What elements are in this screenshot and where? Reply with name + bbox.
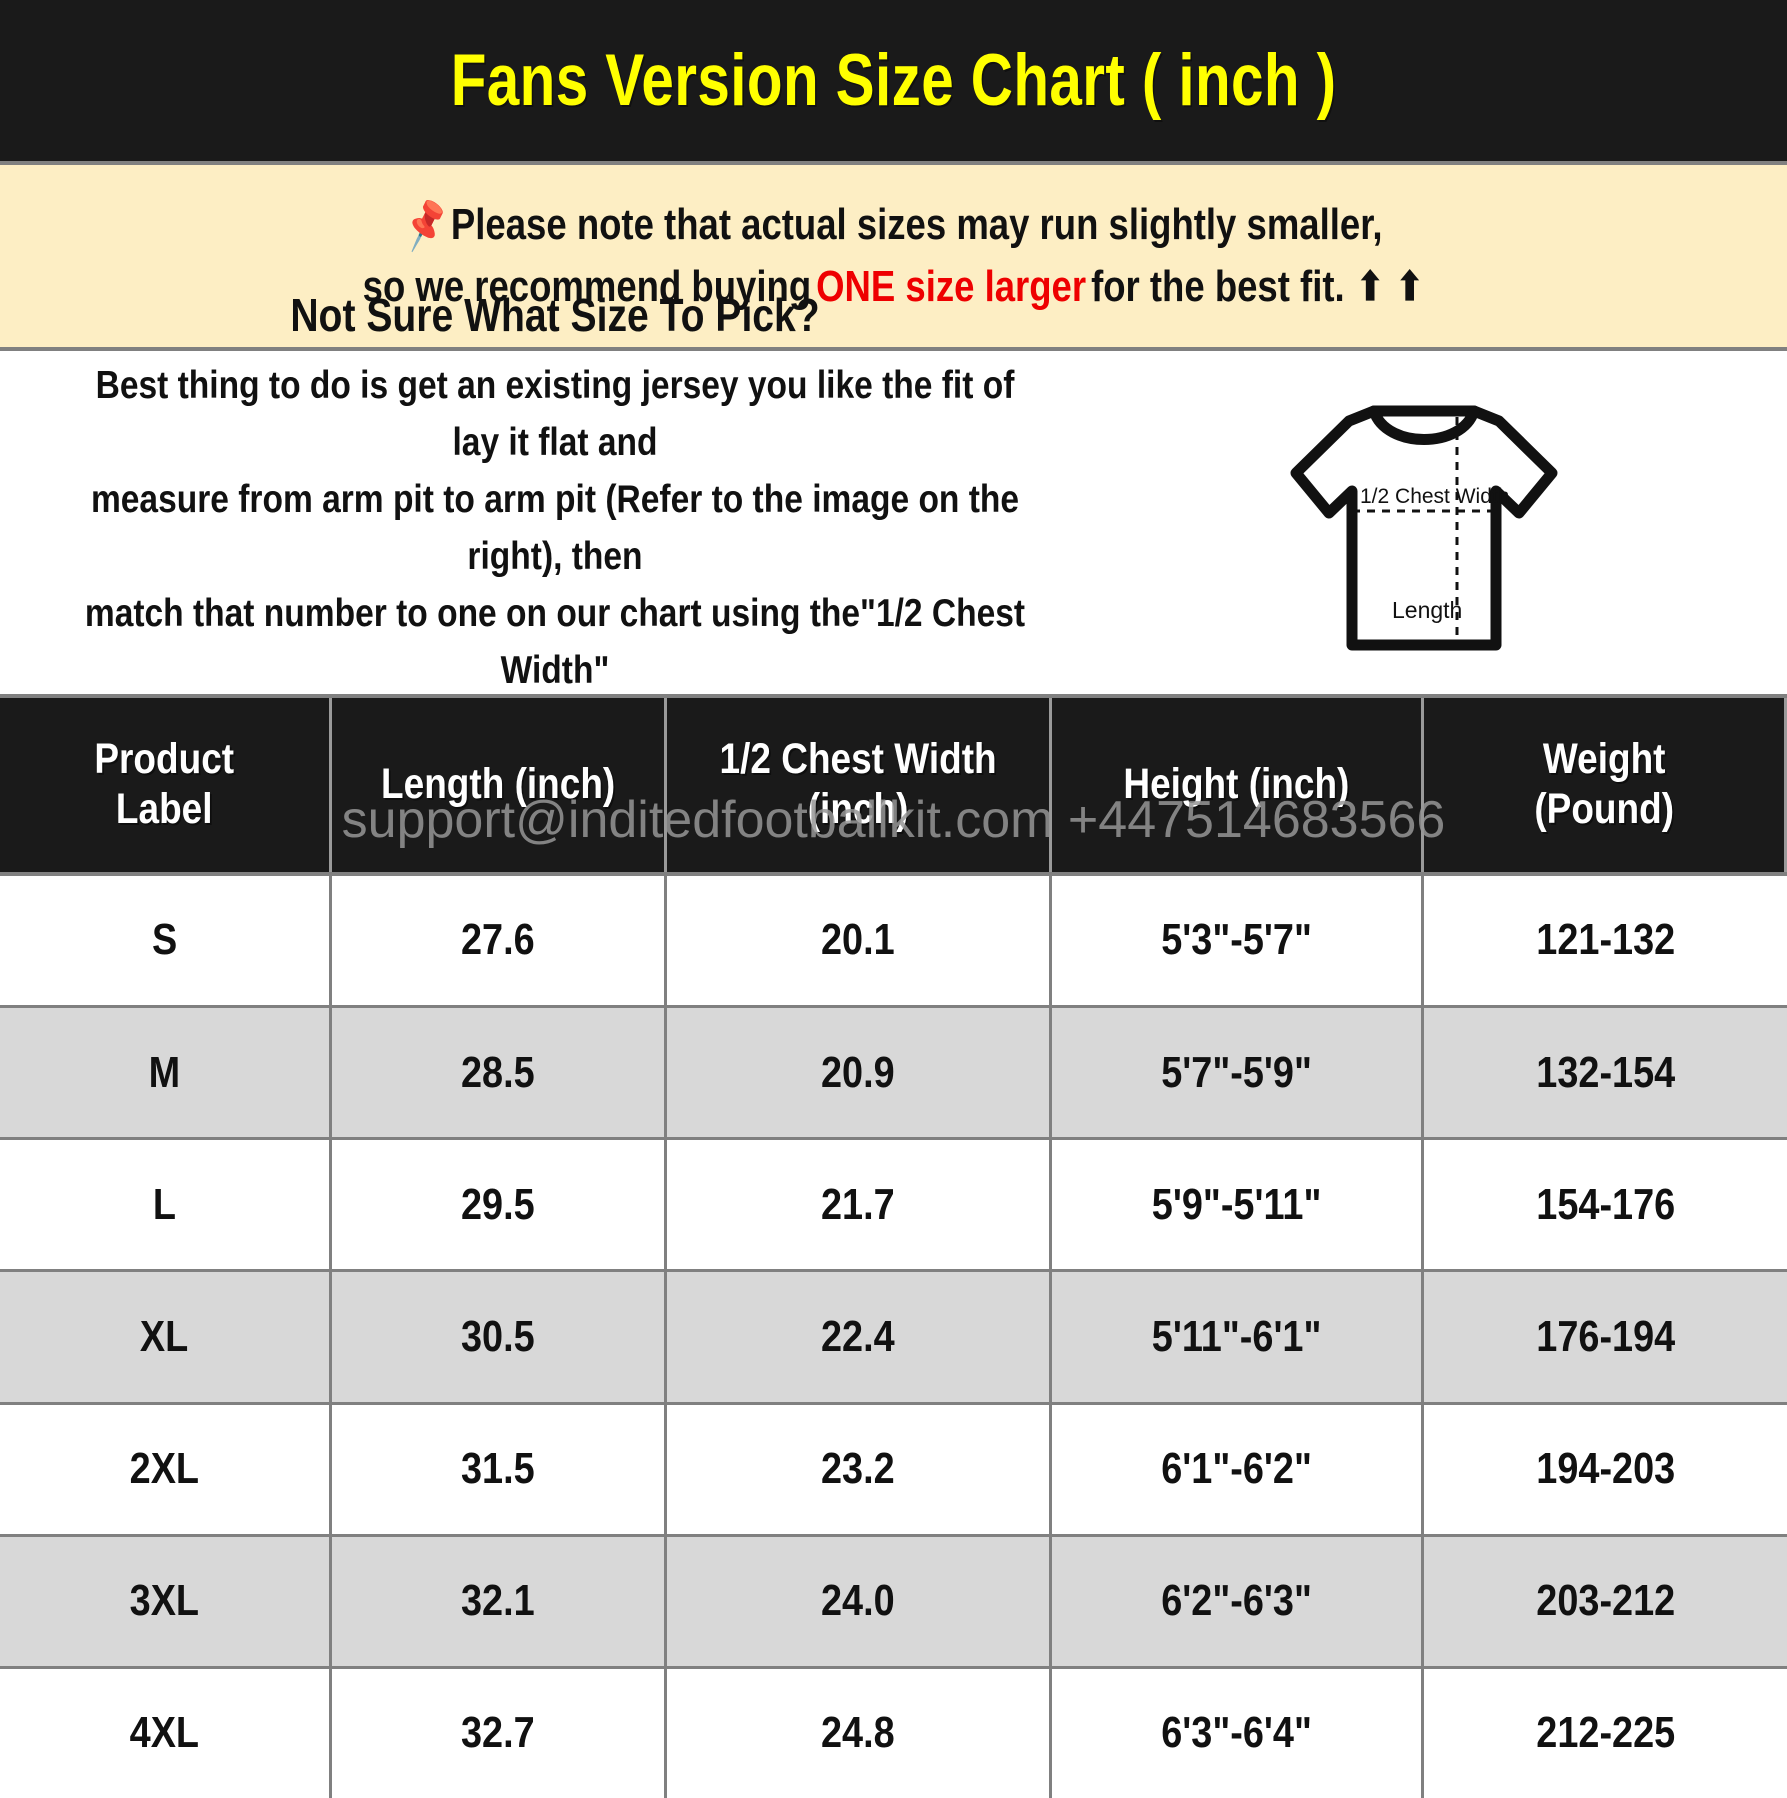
table-row: S 27.6 20.1 5'3"-5'7" 121-132 (0, 876, 1787, 1009)
column-header-line: Product (94, 735, 235, 784)
cell-length: 32.7 (332, 1668, 667, 1798)
cell-weight: 132-154 (1536, 1047, 1675, 1097)
column-header-line: (Pound) (1534, 785, 1674, 833)
tshirt-measure-icon: 1/2 Chest Width Length (1290, 405, 1557, 650)
pushpin-icon: 📌 (400, 195, 452, 254)
size-help-panel: Not Sure What Size To Pick? Best thing t… (0, 289, 1787, 749)
cell-length: 28.5 (332, 1008, 667, 1138)
cell-weight: 154-176 (1536, 1179, 1675, 1229)
cell-size: 2XL (0, 1404, 332, 1534)
note-emphasis: ONE size larger (816, 262, 1087, 311)
tshirt-diagram-container: 1/2 Chest Width Length (1120, 383, 1787, 663)
note-line-2-suffix: for the best fit. (1091, 262, 1346, 311)
cell-size: XL (0, 1272, 332, 1402)
table-row: 3XL 32.1 24.0 6'2"-6'3" 203-212 (0, 1536, 1787, 1669)
table-row: 2XL 31.5 23.2 6'1"-6'2" 194-203 (0, 1404, 1787, 1537)
cell-height: 6'3"-6'4" (1052, 1668, 1424, 1798)
cell-height: 5'3"-5'7" (1052, 876, 1424, 1006)
tshirt-length-label: Length (1392, 597, 1462, 623)
arrow-up-icon-2: ⬆ (1396, 264, 1424, 309)
note-line-2: so we recommend buying ONE size larger f… (363, 256, 1424, 318)
chart-title-bar: Fans Version Size Chart ( inch ) (0, 0, 1787, 165)
note-line-1-text: Please note that actual sizes may run sl… (451, 199, 1383, 249)
cell-chest-width: 20.9 (667, 1008, 1052, 1138)
cell-length: 31.5 (332, 1404, 667, 1534)
column-header-product-label: Product Label (0, 698, 332, 872)
column-header-line: Weight (1542, 735, 1666, 784)
page-title: Fans Version Size Chart ( inch ) (450, 40, 1337, 121)
cell-weight: 212-225 (1536, 1708, 1675, 1758)
column-header-line: Label (116, 785, 213, 833)
cell-weight: 121-132 (1536, 915, 1675, 965)
column-header-line: 1/2 Chest Width (719, 735, 997, 784)
arrow-up-icon-1: ⬆ (1356, 264, 1385, 309)
help-body-line-2: measure from arm pit to arm pit (Refer t… (90, 478, 1020, 579)
cell-chest-width: 21.7 (667, 1140, 1052, 1270)
cell-chest-width: 20.1 (667, 876, 1052, 1006)
help-body-line-1: Best thing to do is get an existing jers… (95, 364, 1015, 465)
table-row: XL 30.5 22.4 5'11"-6'1" 176-194 (0, 1272, 1787, 1405)
cell-weight: 176-194 (1536, 1311, 1675, 1361)
column-header-height: Height (inch) (1052, 698, 1424, 872)
tshirt-chest-label: 1/2 Chest Width (1360, 485, 1509, 508)
cell-size: L (0, 1140, 332, 1270)
cell-length: 29.5 (332, 1140, 667, 1270)
cell-length: 30.5 (332, 1272, 667, 1402)
size-note-banner: 📌 Please note that actual sizes may run … (0, 165, 1787, 351)
cell-chest-width: 23.2 (667, 1404, 1052, 1534)
cell-chest-width: 22.4 (667, 1272, 1052, 1402)
cell-weight: 203-212 (1536, 1576, 1675, 1626)
cell-size: S (0, 876, 332, 1006)
column-header-line: (inch) (807, 785, 909, 833)
cell-height: 5'7"-5'9" (1052, 1008, 1424, 1138)
table-row: 4XL 32.7 24.8 6'3"-6'4" 212-225 (0, 1668, 1787, 1798)
cell-chest-width: 24.0 (667, 1536, 1052, 1666)
cell-size: 3XL (0, 1536, 332, 1666)
note-line-1: 📌 Please note that actual sizes may run … (400, 194, 1383, 256)
note-line-2-prefix: so we recommend buying (363, 262, 812, 311)
table-header-row: Product Label Length (inch) 1/2 Chest Wi… (0, 698, 1787, 876)
column-header-line: Height (inch) (1123, 760, 1350, 809)
cell-chest-width: 24.8 (667, 1668, 1052, 1798)
column-header-line: Length (inch) (380, 760, 616, 809)
column-header-half-chest-width: 1/2 Chest Width (inch) (667, 698, 1052, 872)
size-table: Product Label Length (inch) 1/2 Chest Wi… (0, 698, 1787, 1798)
cell-height: 5'9"-5'11" (1052, 1140, 1424, 1270)
cell-size: 4XL (0, 1668, 332, 1798)
column-header-weight: Weight (Pound) (1424, 698, 1787, 872)
cell-length: 27.6 (332, 876, 667, 1006)
cell-size: M (0, 1008, 332, 1138)
size-help-text: Not Sure What Size To Pick? Best thing t… (0, 288, 1120, 757)
table-row: L 29.5 21.7 5'9"-5'11" 154-176 (0, 1140, 1787, 1273)
help-heading: Not Sure What Size To Pick? (290, 289, 820, 342)
cell-height: 6'2"-6'3" (1052, 1536, 1424, 1666)
cell-length: 32.1 (332, 1536, 667, 1666)
help-body-line-3: match that number to one on our chart us… (84, 591, 1026, 692)
cell-weight: 194-203 (1536, 1443, 1675, 1493)
cell-height: 5'11"-6'1" (1052, 1272, 1424, 1402)
cell-height: 6'1"-6'2" (1052, 1404, 1424, 1534)
table-row: M 28.5 20.9 5'7"-5'9" 132-154 (0, 1008, 1787, 1141)
column-header-length: Length (inch) (332, 698, 667, 872)
